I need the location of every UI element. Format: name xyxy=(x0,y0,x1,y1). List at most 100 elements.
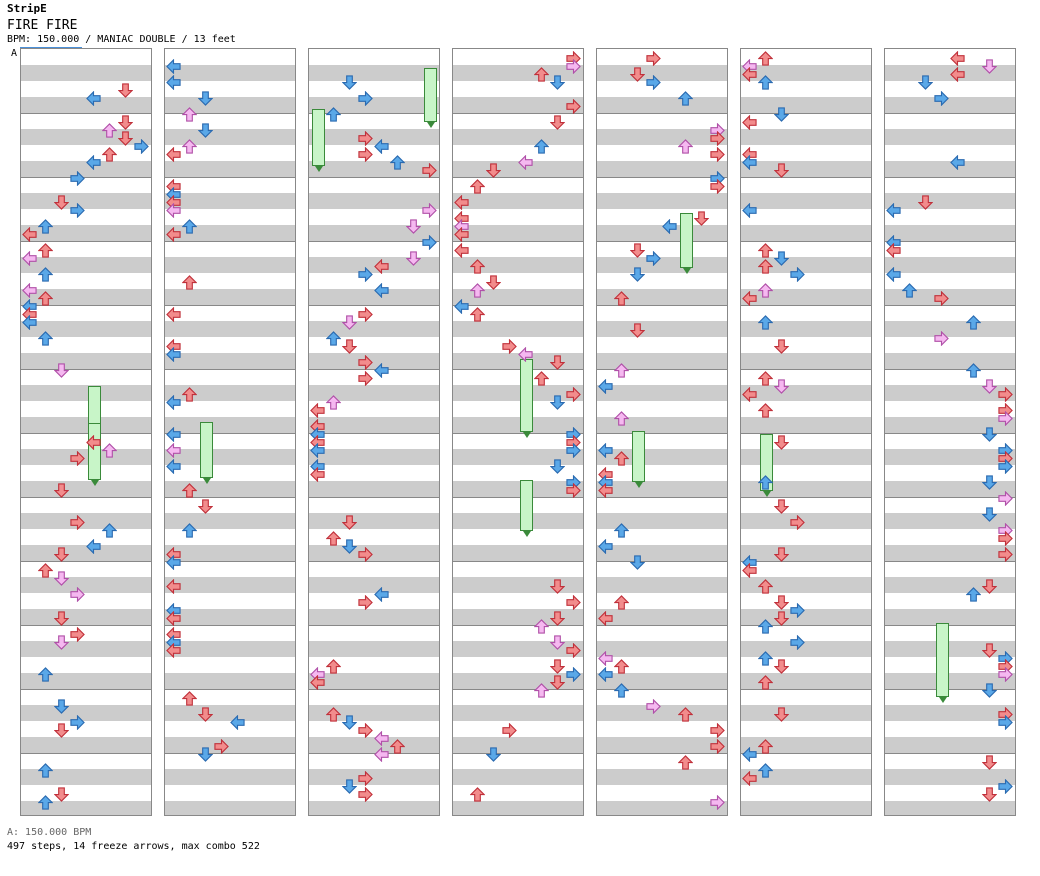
arrow-right-icon xyxy=(998,714,1013,731)
beat-stripe xyxy=(165,417,295,433)
beat-stripe xyxy=(453,769,583,785)
beat-stripe xyxy=(885,129,1015,145)
arrow-left-icon xyxy=(598,666,613,683)
beat-stripe xyxy=(453,321,583,337)
measure-line xyxy=(597,113,727,114)
beat-stripe xyxy=(453,161,583,177)
arrow-up-icon xyxy=(773,107,790,122)
arrow-right-icon xyxy=(790,514,805,531)
arrow-up-icon xyxy=(549,659,566,674)
beat-stripe xyxy=(741,289,871,305)
beat-stripe xyxy=(453,737,583,753)
measure-line xyxy=(885,561,1015,562)
beat-stripe xyxy=(597,353,727,369)
arrow-up-icon xyxy=(341,75,358,90)
measure-line xyxy=(741,625,871,626)
measure-line xyxy=(165,113,295,114)
beat-stripe xyxy=(165,609,295,625)
beat-stripe xyxy=(597,65,727,81)
beat-stripe xyxy=(885,385,1015,401)
arrow-right-icon xyxy=(422,234,437,251)
measure-line xyxy=(741,753,871,754)
beat-stripe xyxy=(885,417,1015,433)
beat-stripe xyxy=(165,129,295,145)
arrow-right-icon xyxy=(998,666,1013,683)
measure-line xyxy=(21,753,151,754)
measure-line xyxy=(741,433,871,434)
beat-stripe xyxy=(741,97,871,113)
arrow-down-icon xyxy=(389,155,406,170)
measure-line xyxy=(597,689,727,690)
freeze-arrow xyxy=(632,431,645,488)
arrow-up-icon xyxy=(341,715,358,730)
chart-strip xyxy=(452,48,584,816)
beat-stripe xyxy=(741,801,871,815)
arrow-up-icon xyxy=(773,435,790,450)
arrow-left-icon xyxy=(166,610,181,627)
arrow-down-icon xyxy=(613,523,630,538)
song-title: FIRE FIRE xyxy=(7,18,78,33)
arrow-down-icon xyxy=(533,683,550,698)
beat-stripe xyxy=(597,769,727,785)
beat-stripe xyxy=(597,481,727,497)
beat-stripe xyxy=(21,161,151,177)
arrow-left-icon xyxy=(86,90,101,107)
beat-stripe xyxy=(885,801,1015,815)
arrow-up-icon xyxy=(773,251,790,266)
beat-stripe xyxy=(309,769,439,785)
arrow-up-icon xyxy=(773,339,790,354)
measure-line xyxy=(309,753,439,754)
measure-line xyxy=(21,113,151,114)
beat-stripe xyxy=(165,225,295,241)
arrow-right-icon xyxy=(710,130,725,147)
measure-line xyxy=(21,241,151,242)
arrow-right-icon xyxy=(358,594,373,611)
beat-stripe xyxy=(453,193,583,209)
arrow-left-icon xyxy=(742,202,757,219)
arrow-left-icon xyxy=(742,154,757,171)
chart-footer: A: 150.000 BPM 497 steps, 14 freeze arro… xyxy=(7,826,260,853)
arrow-left-icon xyxy=(598,378,613,395)
arrow-right-icon xyxy=(998,490,1013,507)
arrow-up-icon xyxy=(53,723,70,738)
arrow-down-icon xyxy=(325,531,342,546)
arrow-up-icon xyxy=(549,75,566,90)
arrow-right-icon xyxy=(790,634,805,651)
measure-line xyxy=(885,113,1015,114)
arrow-up-icon xyxy=(773,547,790,562)
arrow-down-icon xyxy=(613,451,630,466)
section-marker-line xyxy=(20,47,82,48)
arrow-up-icon xyxy=(629,267,646,282)
arrow-right-icon xyxy=(566,442,581,459)
arrow-left-icon xyxy=(166,202,181,219)
arrow-down-icon xyxy=(901,283,918,298)
beat-stripe xyxy=(309,481,439,497)
beat-stripe xyxy=(597,577,727,593)
arrow-down-icon xyxy=(757,675,774,690)
arrow-down-icon xyxy=(181,523,198,538)
arrow-left-icon xyxy=(950,154,965,171)
arrow-left-icon xyxy=(742,562,757,579)
beat-stripe xyxy=(21,129,151,145)
arrow-right-icon xyxy=(358,546,373,563)
beat-stripe xyxy=(885,513,1015,529)
chart-strip xyxy=(308,48,440,816)
arrow-up-icon xyxy=(485,747,502,762)
beat-stripe xyxy=(309,737,439,753)
arrow-right-icon xyxy=(566,386,581,403)
arrow-left-icon xyxy=(374,258,389,275)
arrow-left-icon xyxy=(454,242,469,259)
measure-line xyxy=(165,689,295,690)
chart-meta: BPM: 150.000 / MANIAC DOUBLE / 13 feet xyxy=(7,34,236,45)
beat-stripe xyxy=(165,193,295,209)
beat-stripe xyxy=(885,545,1015,561)
arrow-left-icon xyxy=(886,242,901,259)
beat-stripe xyxy=(309,129,439,145)
arrow-up-icon xyxy=(773,499,790,514)
beat-stripe xyxy=(885,577,1015,593)
chart-strip xyxy=(596,48,728,816)
beat-stripe xyxy=(453,225,583,241)
arrow-down-icon xyxy=(181,219,198,234)
arrow-left-icon xyxy=(166,58,181,75)
arrow-up-icon xyxy=(981,59,998,74)
